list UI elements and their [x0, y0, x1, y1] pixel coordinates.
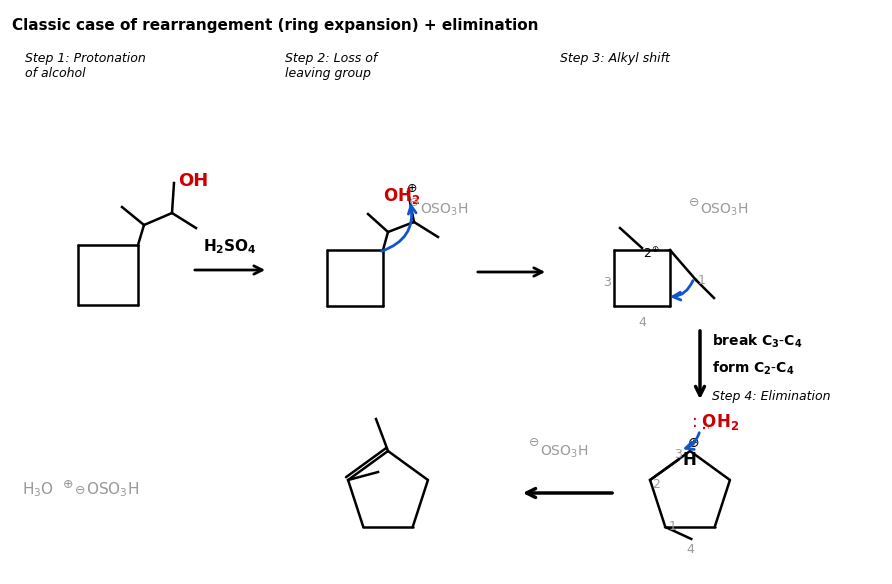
Text: $\ominus$: $\ominus$ [74, 484, 86, 496]
Text: OH: OH [178, 172, 208, 190]
Text: Step 2: Loss of
leaving group: Step 2: Loss of leaving group [285, 52, 377, 80]
Text: H: H [682, 451, 696, 469]
Text: 1: 1 [668, 520, 676, 533]
Text: $\oplus$: $\oplus$ [407, 182, 417, 194]
Text: $\bf{OH_2}$: $\bf{OH_2}$ [384, 186, 421, 206]
Text: : $\bf{OH_2}$: : $\bf{OH_2}$ [691, 412, 739, 432]
Text: Step 1: Protonation
of alcohol: Step 1: Protonation of alcohol [25, 52, 145, 80]
Text: H$_3$O: H$_3$O [22, 481, 54, 499]
Text: 4: 4 [686, 543, 694, 556]
Text: OSO$_3$H: OSO$_3$H [86, 481, 139, 499]
Text: $\bf{break\ C_3\text{-}C_4}$
$\bf{form\ C_2\text{-}C_4}$: $\bf{break\ C_3\text{-}C_4}$ $\bf{form\ … [712, 333, 803, 377]
Text: 3: 3 [603, 276, 611, 290]
Text: 3: 3 [674, 447, 682, 461]
Text: $\ominus$: $\ominus$ [528, 436, 540, 450]
Text: 4: 4 [638, 316, 646, 329]
Text: $2^{\oplus}$: $2^{\oplus}$ [643, 246, 659, 261]
Text: 2: 2 [652, 478, 660, 491]
Text: Step 3: Alkyl shift: Step 3: Alkyl shift [560, 52, 670, 65]
Text: $\bf{H_2SO_4}$: $\bf{H_2SO_4}$ [203, 237, 257, 256]
Text: OSO$_3$H: OSO$_3$H [700, 202, 748, 218]
Text: Step 4: Elimination: Step 4: Elimination [712, 390, 830, 403]
Text: OSO$_3$H: OSO$_3$H [540, 444, 589, 460]
Text: Classic case of rearrangement (ring expansion) + elimination: Classic case of rearrangement (ring expa… [12, 18, 539, 33]
Text: $\ominus$: $\ominus$ [408, 196, 419, 208]
Text: 1: 1 [698, 273, 706, 287]
Text: $\ominus$: $\ominus$ [688, 196, 699, 208]
Text: OSO$_3$H: OSO$_3$H [420, 202, 468, 218]
Text: $\oplus$: $\oplus$ [687, 436, 699, 450]
Text: $\oplus$: $\oplus$ [62, 478, 73, 491]
